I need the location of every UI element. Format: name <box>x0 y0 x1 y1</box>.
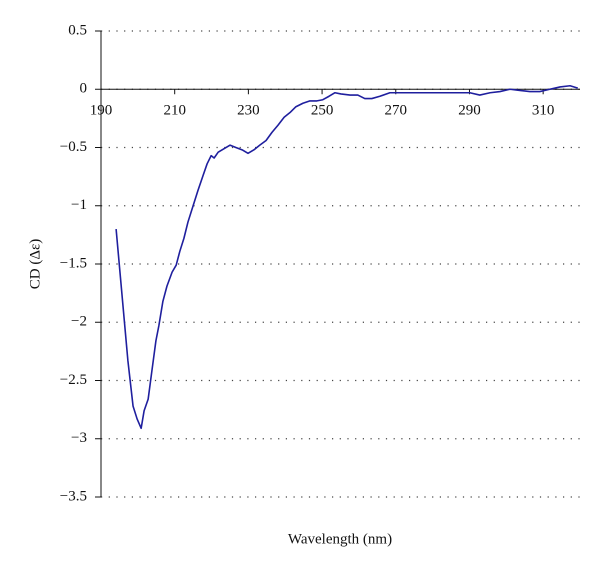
y-tick-label: 0 <box>80 81 88 97</box>
y-tick-label: −2 <box>71 314 87 330</box>
y-axis-label: CD (Δε) <box>27 239 43 290</box>
y-tick-label: −0.5 <box>60 139 87 155</box>
x-tick-label: 290 <box>458 103 481 119</box>
y-tick-label: −2.5 <box>60 372 87 388</box>
x-tick-label: 250 <box>311 103 334 119</box>
data-line <box>115 84 579 430</box>
x-tick-label: 210 <box>163 103 186 119</box>
x-tick-label: 230 <box>237 103 260 119</box>
y-tick-label: −3 <box>71 430 87 446</box>
x-tick-label: 190 <box>90 103 113 119</box>
y-tick-label: −1 <box>71 197 87 213</box>
y-tick-label: 0.5 <box>68 22 87 38</box>
x-axis-label: Wavelength (nm) <box>288 531 392 547</box>
y-tick-label: −1.5 <box>60 255 87 271</box>
y-tick-label: −3.5 <box>60 488 87 504</box>
x-tick-label: 270 <box>385 103 408 119</box>
x-tick-label: 310 <box>532 103 555 119</box>
